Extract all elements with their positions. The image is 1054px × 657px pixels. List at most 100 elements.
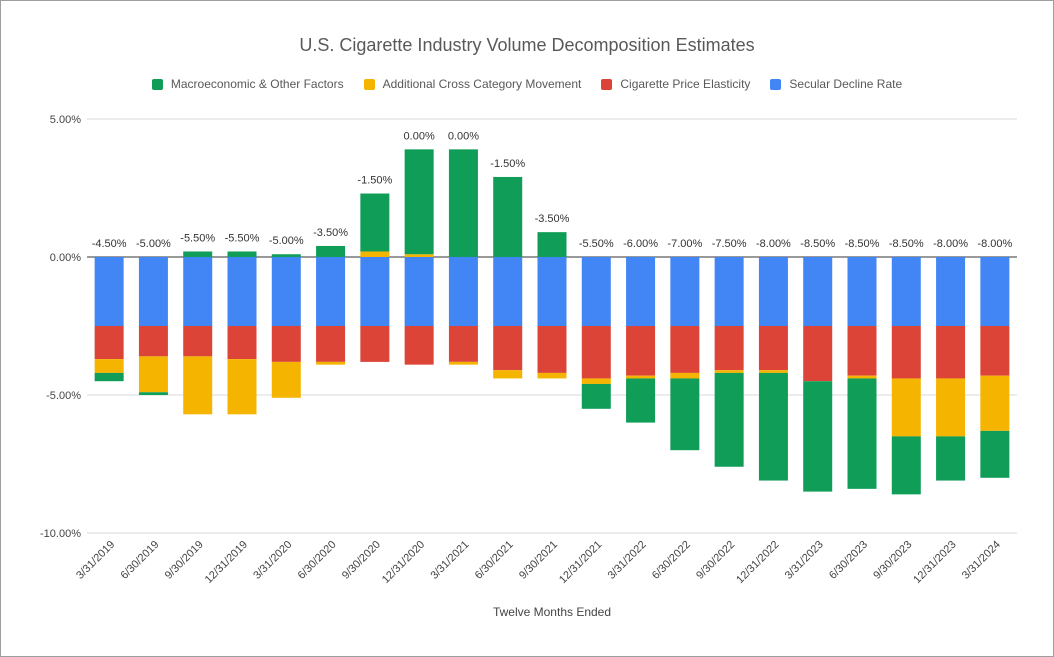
x-tick-label: 3/31/2020 (251, 539, 294, 582)
bar-segment (803, 326, 833, 382)
bar-segment (626, 257, 656, 326)
x-tick-label: 9/30/2020 (340, 539, 383, 582)
x-tick-label: 3/31/2023 (783, 539, 826, 582)
total-label: -5.50% (225, 232, 260, 244)
bar-segment (271, 257, 301, 326)
total-label: -3.50% (313, 227, 348, 239)
total-label: 0.00% (448, 130, 479, 142)
bar-segment (316, 326, 346, 362)
total-label: -1.50% (490, 158, 525, 170)
bar-segment (360, 193, 390, 252)
bar-segment (581, 257, 611, 326)
bar-segment (714, 326, 744, 371)
bar-segment (714, 370, 744, 373)
bar-segment (183, 326, 213, 357)
bar-segment (138, 257, 168, 326)
bar-segment (227, 326, 257, 360)
legend-item-secular-decline: Secular Decline Rate (770, 77, 902, 91)
x-tick-label: 3/31/2022 (606, 539, 649, 582)
bar-segment (183, 257, 213, 326)
x-tick-label: 3/31/2024 (960, 539, 1003, 582)
bar-segment (271, 361, 301, 398)
bar-segment (493, 326, 523, 371)
bar-segment (980, 257, 1010, 326)
bar-segment (980, 326, 1010, 376)
bar-segment (493, 370, 523, 379)
bar-segment (670, 257, 700, 326)
bar-segment (847, 378, 877, 489)
bar-segment (316, 361, 346, 365)
bar-segment (448, 149, 478, 257)
legend-swatch-secular-decline (770, 78, 782, 90)
legend-label-cross-category: Additional Cross Category Movement (382, 77, 582, 91)
legend-swatch-price-elasticity (601, 78, 613, 90)
x-tick-label: 12/31/2020 (380, 539, 427, 586)
x-tick-label: 12/31/2023 (911, 539, 958, 586)
x-tick-label: 9/30/2022 (694, 539, 737, 582)
bar-segment (891, 378, 921, 437)
bar-segment (581, 326, 611, 379)
bar-segment (891, 257, 921, 326)
legend-swatch-macro (151, 78, 163, 90)
bar-segment (537, 326, 567, 373)
total-label: -4.50% (92, 238, 127, 250)
x-tick-label: 9/30/2021 (517, 539, 560, 582)
bar-segment (227, 251, 257, 257)
bar-segment (714, 372, 744, 467)
bar-segment (183, 356, 213, 415)
bar-segment (758, 326, 788, 371)
legend-item-price-elasticity: Cigarette Price Elasticity (601, 77, 750, 91)
x-tick-label: 12/31/2019 (203, 539, 250, 586)
legend-label-price-elasticity: Cigarette Price Elasticity (620, 77, 751, 91)
bar-segment (94, 372, 124, 382)
bar-segment (626, 326, 656, 376)
bar-segment (138, 326, 168, 357)
bar-segment (714, 257, 744, 326)
total-label: -8.50% (800, 238, 835, 250)
y-tick-label: -5.00% (46, 390, 81, 402)
bar-segment (404, 254, 434, 257)
bar-segment (404, 326, 434, 365)
bar-segment (847, 326, 877, 376)
bar-segment (360, 251, 390, 257)
legend-swatch-cross-category (363, 78, 375, 90)
bar-segment (803, 257, 833, 326)
bar-segment (626, 375, 656, 379)
bar-segment (227, 257, 257, 326)
bar-segment (936, 326, 966, 379)
bar-segment (670, 378, 700, 451)
bar-segment (847, 375, 877, 379)
bar-segment (404, 149, 434, 255)
bar-segment (271, 326, 301, 362)
total-label: -1.50% (357, 175, 392, 187)
x-tick-label: 6/30/2021 (473, 539, 516, 582)
legend-label-macro: Macroeconomic & Other Factors (170, 77, 344, 91)
total-label: -5.50% (579, 238, 614, 250)
total-label: -8.00% (977, 238, 1012, 250)
x-tick-label: 3/31/2021 (428, 539, 471, 582)
bar-segment (803, 381, 833, 492)
bar-segment (493, 257, 523, 326)
x-axis-title: Twelve Months Ended (492, 605, 612, 619)
bar-segment (891, 326, 921, 379)
bar-segment (94, 257, 124, 326)
x-tick-label: 9/30/2023 (871, 539, 914, 582)
total-label: -7.00% (667, 238, 702, 250)
x-tick-label: 6/30/2023 (827, 539, 870, 582)
bar-segment (138, 356, 168, 393)
total-label: -5.00% (136, 238, 171, 250)
bar-segment (891, 436, 921, 495)
chart-title: U.S. Cigarette Industry Volume Decomposi… (299, 35, 755, 55)
bar-segment (936, 257, 966, 326)
bar-segment (94, 326, 124, 360)
bar-segment (670, 326, 700, 373)
bar-segment (316, 257, 346, 326)
bar-segment (227, 359, 257, 415)
legend: Macroeconomic & Other Factors Additional… (1, 77, 1053, 91)
bar-segment (670, 372, 700, 379)
legend-label-secular-decline: Secular Decline Rate (789, 77, 903, 91)
total-label: -8.50% (845, 238, 880, 250)
x-tick-label: 6/30/2019 (118, 539, 161, 582)
bar-segment (493, 176, 523, 257)
